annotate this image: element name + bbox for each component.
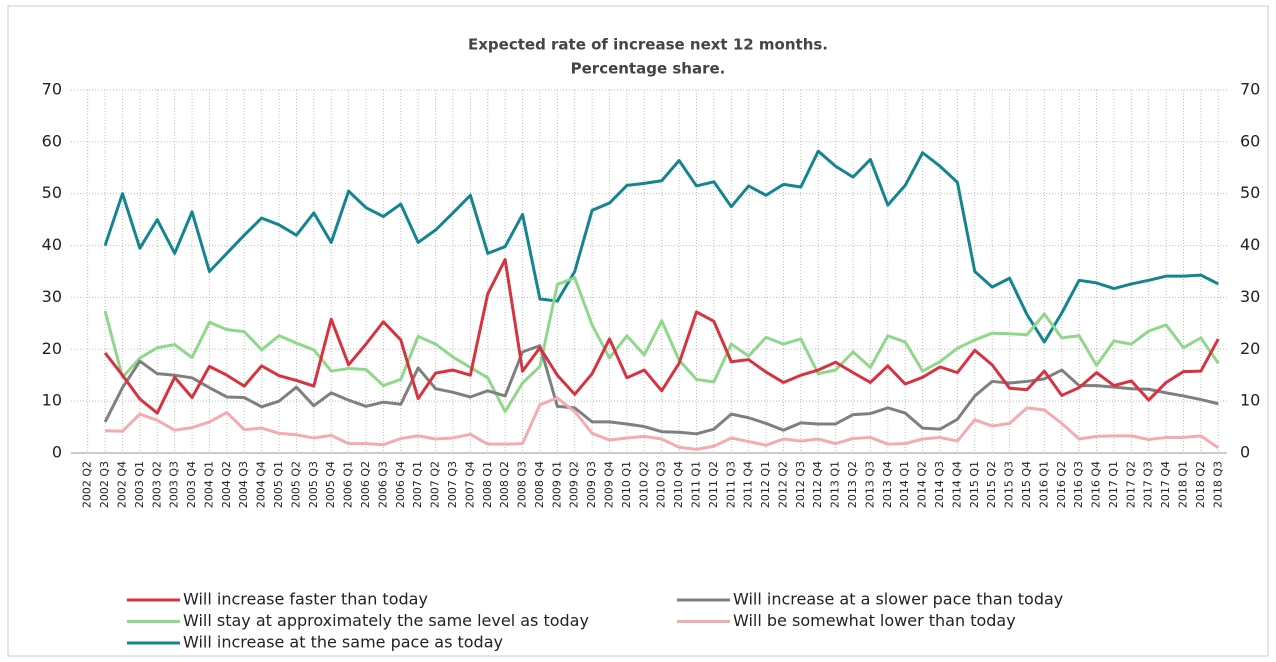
x-tick-label: 2007 Q3	[446, 461, 459, 508]
x-tick-label: 2011 Q1	[689, 461, 702, 508]
x-tick-label: 2009 Q4	[603, 461, 616, 508]
legend-label: Will increase at a slower pace than toda…	[733, 590, 1063, 609]
y2-tick-label: 0	[1240, 443, 1250, 462]
x-tick-label: 2006 Q4	[394, 461, 407, 508]
x-tick-label: 2010 Q2	[637, 461, 650, 508]
x-tick-label: 2005 Q3	[307, 461, 320, 508]
x-tick-label: 2018 Q2	[1194, 461, 1207, 508]
x-tick-label: 2002 Q4	[115, 461, 128, 508]
y-tick-label: 10	[42, 391, 62, 410]
x-tick-label: 2008 Q2	[498, 461, 511, 508]
series-line	[103, 149, 1219, 344]
chart-subtitle: Percentage share.	[571, 60, 726, 78]
x-tick-label: 2005 Q2	[289, 461, 302, 508]
x-tick-label: 2017 Q3	[1142, 461, 1155, 508]
x-tick-label: 2017 Q2	[1124, 461, 1137, 508]
x-tick-label: 2013 Q1	[829, 461, 842, 508]
x-tick-label: 2004 Q1	[202, 461, 215, 508]
x-tick-label: 2013 Q3	[863, 461, 876, 508]
y-tick-label: 0	[52, 443, 62, 462]
x-tick-label: 2009 Q3	[585, 461, 598, 508]
x-tick-label: 2012 Q4	[811, 461, 824, 508]
x-tick-label: 2012 Q1	[759, 461, 772, 508]
x-tick-label: 2013 Q4	[881, 461, 894, 508]
x-tick-label: 2011 Q4	[742, 461, 755, 508]
y2-tick-label: 60	[1240, 131, 1260, 150]
x-tick-label: 2003 Q1	[133, 461, 146, 508]
x-tick-label: 2015 Q1	[968, 461, 981, 508]
x-tick-label: 2004 Q4	[255, 461, 268, 508]
y2-tick-label: 70	[1240, 80, 1260, 99]
x-tick-label: 2016 Q2	[1055, 461, 1068, 508]
x-tick-label: 2015 Q2	[985, 461, 998, 508]
legend-label: Will increase at the same pace as today	[183, 633, 503, 652]
legend-label: Will stay at approximately the same leve…	[183, 611, 589, 630]
y-tick-label: 30	[42, 287, 62, 306]
x-tick-label: 2017 Q1	[1107, 461, 1120, 508]
x-tick-label: 2007 Q2	[429, 461, 442, 508]
x-tick-label: 2004 Q3	[237, 461, 250, 508]
series-line	[103, 276, 1220, 414]
chart-title: Expected rate of increase next 12 months…	[468, 36, 828, 54]
x-tick-label: 2002 Q2	[81, 461, 94, 508]
x-tick-label: 2002 Q3	[98, 461, 111, 508]
x-tick-label: 2008 Q4	[533, 461, 546, 508]
x-tick-label: 2007 Q4	[463, 461, 476, 508]
x-tick-label: 2006 Q1	[342, 461, 355, 508]
x-tick-label: 2010 Q4	[672, 461, 685, 508]
x-tick-label: 2005 Q1	[272, 461, 285, 508]
x-tick-label: 2004 Q2	[220, 461, 233, 508]
y-tick-label: 40	[42, 235, 62, 254]
series-line	[103, 258, 1220, 415]
y2-tick-label: 40	[1240, 235, 1260, 254]
legend-label: Will be somewhat lower than today	[733, 611, 1016, 630]
y2-tick-label: 20	[1240, 339, 1260, 358]
x-tick-label: 2018 Q3	[1211, 461, 1224, 508]
x-tick-label: 2015 Q3	[1003, 461, 1016, 508]
x-tick-label: 2010 Q1	[620, 461, 633, 508]
y-tick-label: 60	[42, 131, 62, 150]
x-tick-label: 2015 Q4	[1020, 461, 1033, 508]
x-tick-label: 2018 Q1	[1177, 461, 1190, 508]
x-tick-label: 2006 Q2	[359, 461, 372, 508]
x-tick-label: 2006 Q3	[376, 461, 389, 508]
x-tick-label: 2016 Q3	[1072, 461, 1085, 508]
series-line	[103, 344, 1219, 436]
x-tick-label: 2010 Q3	[655, 461, 668, 508]
y2-tick-label: 50	[1240, 183, 1260, 202]
y-tick-label: 20	[42, 339, 62, 358]
x-tick-label: 2012 Q2	[776, 461, 789, 508]
x-tick-label: 2003 Q2	[150, 461, 163, 508]
x-tick-label: 2014 Q1	[898, 461, 911, 508]
x-tick-label: 2009 Q2	[568, 461, 581, 508]
x-tick-label: 2016 Q4	[1090, 461, 1103, 508]
x-tick-label: 2011 Q2	[707, 461, 720, 508]
x-tick-label: 2011 Q3	[724, 461, 737, 508]
x-tick-label: 2014 Q2	[916, 461, 929, 508]
x-tick-label: 2008 Q3	[516, 461, 529, 508]
x-tick-label: 2003 Q3	[168, 461, 181, 508]
legend-label: Will increase faster than today	[183, 590, 428, 609]
x-tick-label: 2012 Q3	[794, 461, 807, 508]
x-tick-label: 2014 Q4	[950, 461, 963, 508]
series-line	[105, 396, 1220, 451]
x-tick-label: 2014 Q3	[933, 461, 946, 508]
y2-tick-label: 30	[1240, 287, 1260, 306]
x-tick-label: 2003 Q4	[185, 461, 198, 508]
y-tick-label: 70	[42, 80, 62, 99]
x-tick-label: 2016 Q1	[1037, 461, 1050, 508]
x-tick-label: 2017 Q4	[1159, 461, 1172, 508]
x-tick-label: 2005 Q4	[324, 461, 337, 508]
y2-tick-label: 10	[1240, 391, 1260, 410]
y-tick-label: 50	[42, 183, 62, 202]
x-tick-label: 2009 Q1	[550, 461, 563, 508]
x-tick-label: 2013 Q2	[846, 461, 859, 508]
x-tick-label: 2007 Q1	[411, 461, 424, 508]
x-tick-label: 2008 Q1	[481, 461, 494, 508]
